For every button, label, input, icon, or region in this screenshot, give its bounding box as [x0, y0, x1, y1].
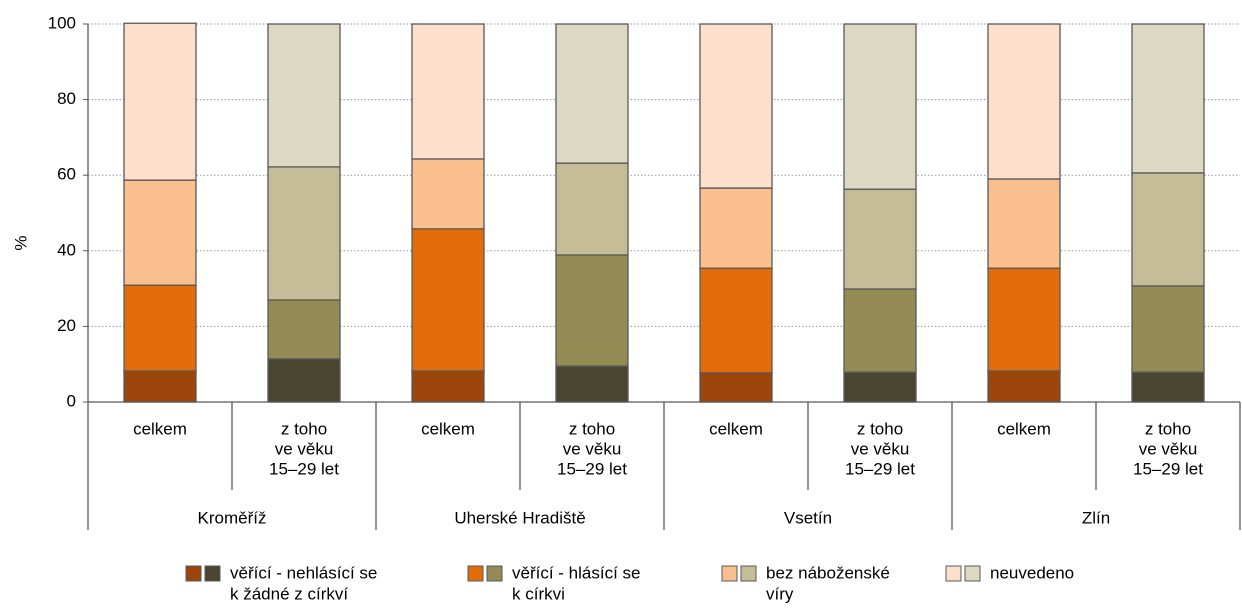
bar-segment	[555, 254, 629, 367]
x-tick-label: 15–29 let	[1133, 459, 1203, 478]
bar-segment	[843, 23, 917, 190]
x-tick-label: ve věku	[1139, 439, 1198, 458]
x-tick-label: ve věku	[563, 439, 622, 458]
legend-swatch	[467, 565, 484, 582]
bar-segment	[843, 371, 917, 403]
x-tick-label: celkem	[997, 419, 1051, 438]
bar-segment	[123, 284, 197, 372]
bar-segment	[987, 370, 1061, 403]
x-tick-label: celkem	[421, 419, 475, 438]
bar-segment	[411, 370, 485, 403]
group-label: Zlín	[1082, 508, 1110, 527]
legend-label: věřící - hlásící se	[512, 563, 640, 582]
bar-segment	[1131, 172, 1205, 287]
y-tick-label: 0	[67, 391, 76, 410]
legend-label: víry	[766, 584, 794, 603]
x-tick-label: ve věku	[275, 439, 334, 458]
bar-segment	[123, 22, 197, 181]
bar-segment	[699, 23, 773, 189]
y-tick-label: 80	[57, 89, 76, 108]
bar-segment	[123, 179, 197, 286]
legend-label: věřící - nehlásící se	[230, 563, 377, 582]
bar-segment	[843, 288, 917, 373]
bar-segment	[699, 372, 773, 403]
bar-segment	[267, 166, 341, 301]
bar-segment	[411, 158, 485, 230]
group-label: Kroměříž	[198, 508, 267, 527]
legend-swatch	[185, 565, 202, 582]
legend-label: k žádné z církví	[230, 584, 348, 603]
bar-segment	[267, 299, 341, 360]
x-tick-label: z toho	[569, 419, 615, 438]
legend-label: bez náboženské	[766, 563, 890, 582]
legend-swatch	[964, 565, 981, 582]
x-tick-label: 15–29 let	[845, 459, 915, 478]
x-tick-label: z toho	[857, 419, 903, 438]
group-label: Uherské Hradiště	[454, 508, 585, 527]
bar-segment	[1131, 23, 1205, 174]
x-tick-label: z toho	[1145, 419, 1191, 438]
y-axis-label: %	[11, 235, 30, 250]
group-label: Vsetín	[784, 508, 832, 527]
bar-segment	[843, 188, 917, 290]
legend-swatch	[721, 565, 738, 582]
bar-segment	[699, 187, 773, 269]
bar-segment	[699, 267, 773, 374]
legend-swatch	[486, 565, 503, 582]
x-tick-label: celkem	[709, 419, 763, 438]
bar-segment	[1131, 285, 1205, 373]
legend-swatch	[945, 565, 962, 582]
x-tick-label: celkem	[133, 419, 187, 438]
y-tick-label: 100	[48, 13, 76, 32]
y-tick-label: 60	[57, 165, 76, 184]
bar-segment	[555, 162, 629, 256]
x-tick-label: z toho	[281, 419, 327, 438]
bar-segment	[267, 358, 341, 403]
bar-segment	[987, 267, 1061, 372]
legend-label: k církvi	[512, 584, 565, 603]
legend-swatch	[204, 565, 221, 582]
legend-label: neuvedeno	[990, 563, 1074, 582]
bar-segment	[987, 23, 1061, 180]
y-tick-label: 40	[57, 240, 76, 259]
bar-segment	[411, 228, 485, 372]
x-tick-label: 15–29 let	[557, 459, 627, 478]
x-tick-label: ve věku	[851, 439, 910, 458]
legend-swatch	[740, 565, 757, 582]
bar-segment	[411, 23, 485, 160]
bar-segment	[267, 23, 341, 168]
bar-segment	[987, 178, 1061, 269]
x-tick-label: 15–29 let	[269, 459, 339, 478]
bar-segment	[555, 23, 629, 164]
bar-segment	[123, 370, 197, 403]
y-tick-label: 20	[57, 316, 76, 335]
bar-segment	[555, 365, 629, 403]
bar-segment	[1131, 371, 1205, 403]
